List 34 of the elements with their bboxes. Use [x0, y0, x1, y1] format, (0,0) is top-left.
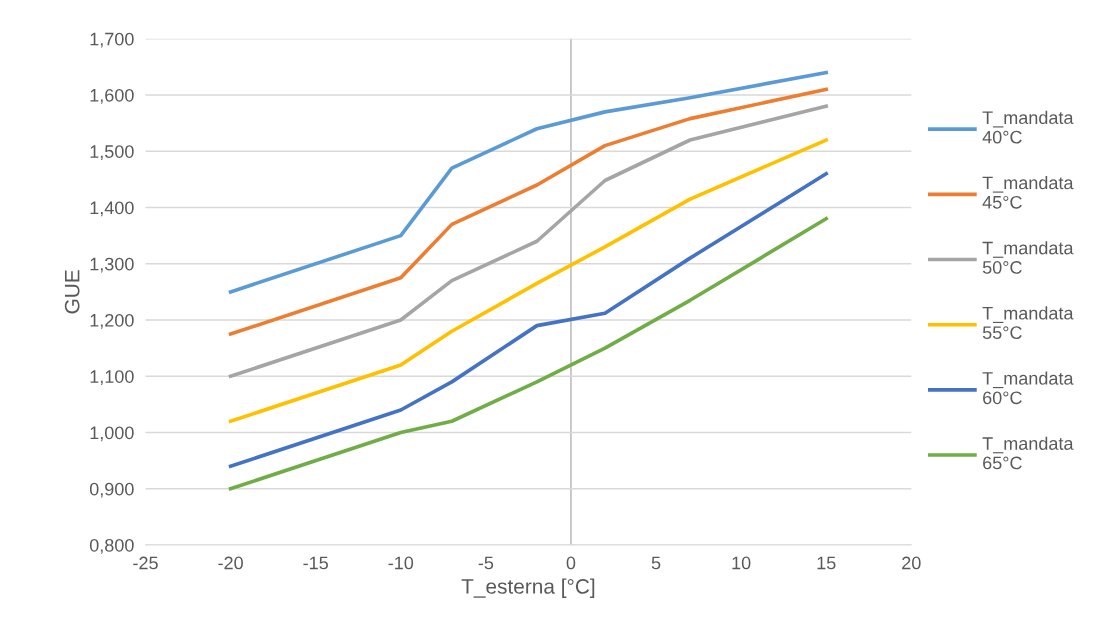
legend-label: T_mandata 50°C: [982, 241, 1074, 274]
x-tick-label: 20: [902, 556, 921, 570]
legend-label: T_mandata 65°C: [982, 436, 1074, 470]
x-tick-label: 10: [732, 556, 751, 570]
y-tick-label: 1,100: [90, 370, 134, 386]
line-series: [228, 171, 829, 469]
y-tick-label: 0,900: [89, 482, 134, 498]
legend-label: T_mandata 55°C: [982, 306, 1074, 340]
y-tick-label: 1,300: [90, 257, 134, 273]
y-tick-label: 1,500: [90, 145, 134, 161]
y-tick-label: 1,700: [90, 32, 134, 48]
x-tick-label: -10: [388, 556, 414, 570]
y-axis-title: GUE: [64, 270, 80, 314]
legend-label: T_mandata 60°C: [982, 371, 1074, 405]
x-tick-label: -25: [133, 556, 158, 570]
x-tick-label: -20: [218, 556, 243, 570]
line-series: [228, 104, 829, 379]
x-tick-label: 5: [651, 556, 661, 570]
x-tick-label: 0: [566, 556, 576, 570]
y-tick-label: 1,400: [90, 201, 134, 217]
legend-label: T_mandata 40°C: [982, 110, 1074, 144]
line-series: [228, 216, 829, 491]
y-tick-label: 0,800: [89, 538, 134, 554]
x-axis-title: T_esterna [°C]: [461, 578, 595, 598]
x-tick-label: -5: [478, 556, 494, 570]
x-tick-label: -15: [303, 556, 328, 570]
y-tick-label: 1,200: [90, 313, 134, 329]
x-tick-label: 15: [817, 556, 836, 570]
y-tick-label: 1,600: [90, 88, 134, 104]
line-series: [228, 87, 829, 336]
line-series: [228, 70, 829, 294]
legend-label: T_mandata 45°C: [982, 175, 1074, 209]
y-tick-label: 1,000: [90, 426, 134, 442]
line-series: [228, 138, 829, 424]
